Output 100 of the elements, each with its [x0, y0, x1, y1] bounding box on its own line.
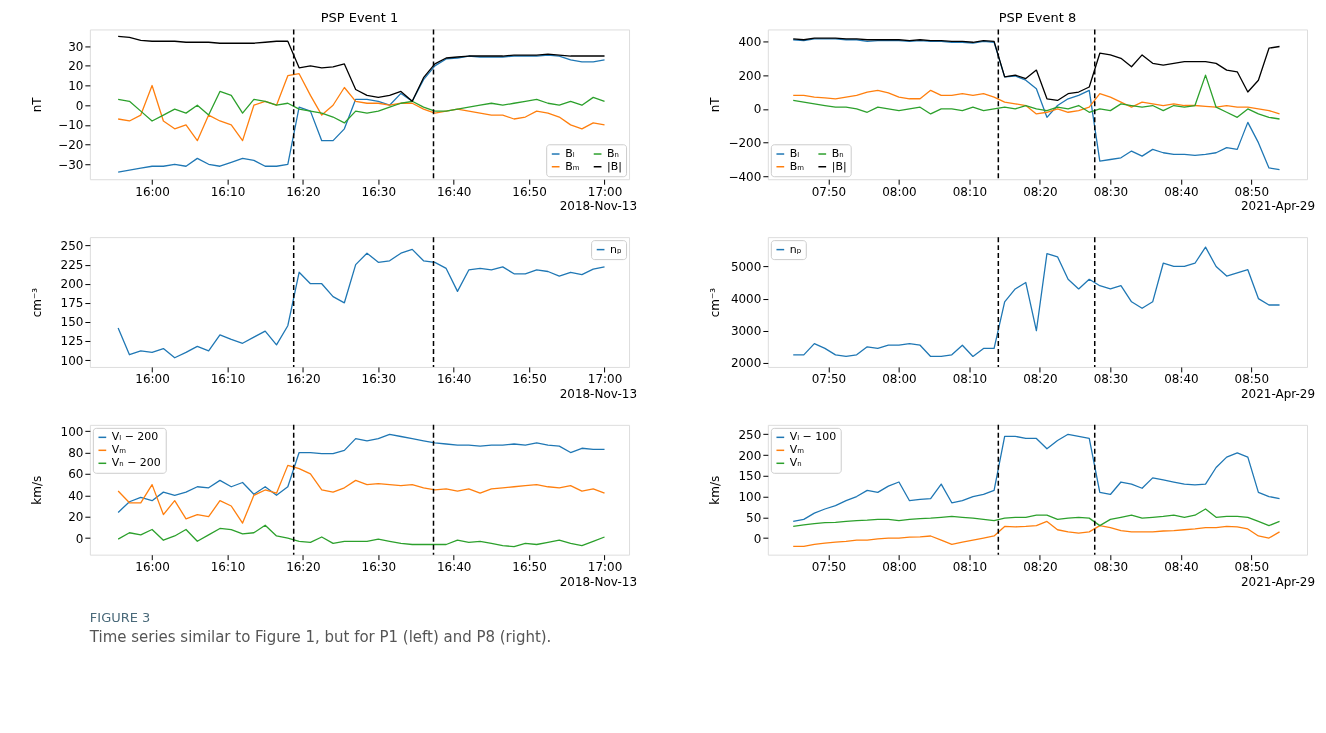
text: 2021-Apr-29 [1241, 386, 1316, 401]
y-tick-label: 175 [60, 296, 84, 311]
y-tick-label: 40 [68, 488, 84, 503]
line-series [117, 73, 606, 142]
y-tick-label: 250 [738, 427, 762, 442]
y-tick-label: 30 [68, 39, 84, 54]
y-tick-label: 150 [60, 315, 84, 330]
y-tick-label: 0 [75, 98, 84, 113]
x-tick-label: 16:50 [512, 560, 547, 575]
x-tick-label: 16:10 [210, 372, 246, 387]
x-tick-label: 08:30 [1093, 372, 1129, 387]
x-tick-label: 08:40 [1164, 560, 1199, 575]
x-tick-label: 08:10 [952, 560, 988, 575]
y-tick-label: 20 [68, 59, 84, 74]
x-tick-label: 08:40 [1164, 372, 1199, 387]
line-series [792, 246, 1281, 358]
x-tick-label: 08:00 [882, 560, 917, 575]
x-tick-label: 08:10 [952, 184, 988, 199]
x-tick-label: 08:50 [1234, 372, 1270, 387]
legend-label: Vₙ [789, 456, 802, 470]
chart-title: PSP Event 8 [998, 9, 1077, 25]
text: 2018-Nov-13 [559, 199, 638, 214]
line-series [792, 508, 1281, 528]
x-tick-label: 16:10 [210, 560, 246, 575]
x-tick-label: 08:00 [882, 372, 917, 387]
legend-label: Vₙ − 200 [111, 456, 161, 470]
x-tick-label: 08:50 [1234, 184, 1270, 199]
x-tick-label: 16:40 [436, 560, 472, 575]
x-tick-label: 16:00 [135, 184, 170, 199]
legend-label: Vₗ − 200 [111, 430, 159, 444]
x-tick-label: 08:20 [1023, 560, 1058, 575]
x-tick-label: 08:00 [882, 184, 917, 199]
x-tick-label: 16:50 [512, 184, 547, 199]
line-series [117, 524, 606, 548]
y-tick-label: −400 [728, 169, 762, 184]
legend-label: Vₘ [111, 443, 127, 457]
text: nₚ [789, 242, 802, 256]
y-tick-label: 0 [753, 102, 762, 117]
x-tick-label: 16:20 [286, 560, 321, 575]
x-tick-label: 16:50 [512, 372, 547, 387]
legend-label: nₚ [610, 242, 622, 256]
y-tick-label: 5000 [730, 259, 762, 274]
y-tick-label: 4000 [730, 292, 762, 307]
text: 2021-Apr-29 [1241, 574, 1316, 589]
x-tick-label: 16:40 [436, 184, 472, 199]
legend-label: |B| [607, 159, 623, 173]
text: FIGURE 3 [89, 609, 151, 625]
y-tick-label: 150 [738, 469, 762, 484]
x-tick-label: 17:00 [587, 372, 623, 387]
y-axis-title: cm⁻³ [708, 287, 723, 318]
x-tick-label: 07:50 [811, 372, 847, 387]
y-tick-label: −10 [58, 118, 84, 133]
text: Time series similar to Figure 1, but for P1 (left) and P8 (right). [88, 627, 552, 646]
x-tick-label: 08:20 [1023, 184, 1058, 199]
x-tick-label: 17:00 [587, 184, 623, 199]
line-series [792, 74, 1281, 120]
x-tick-label: 07:50 [811, 184, 847, 199]
x-tick-label: 16:20 [286, 184, 321, 199]
y-axis-title: cm⁻³ [30, 287, 45, 318]
x-tick-label: 16:40 [436, 372, 472, 387]
y-tick-label: 200 [60, 277, 84, 292]
x-tick-label: 08:30 [1093, 184, 1129, 199]
y-tick-label: 60 [68, 467, 84, 482]
x-tick-label: 08:20 [1023, 372, 1058, 387]
line-series [792, 433, 1281, 523]
y-tick-label: 3000 [730, 324, 762, 339]
text: 2018-Nov-13 [559, 386, 638, 401]
y-axis-title: nT [708, 96, 723, 113]
y-axis-title: nT [30, 96, 45, 113]
y-tick-label: 50 [746, 510, 762, 525]
y-tick-label: 2000 [730, 356, 762, 371]
legend-label: Bₗ [789, 147, 800, 161]
y-tick-label: 225 [60, 258, 84, 273]
x-tick-label: 16:30 [361, 560, 397, 575]
line-series [117, 54, 606, 173]
y-tick-label: 0 [75, 531, 84, 546]
y-axis-title: km/s [708, 475, 723, 505]
y-tick-label: 200 [738, 448, 762, 463]
legend-label: Bₙ [607, 147, 619, 161]
legend-label: Vₘ [789, 443, 805, 457]
x-tick-label: 16:10 [210, 184, 246, 199]
x-tick-label: 07:50 [811, 560, 847, 575]
y-tick-label: 100 [738, 490, 762, 505]
y-tick-label: 80 [68, 446, 84, 461]
x-tick-label: 16:20 [286, 372, 321, 387]
y-tick-label: 125 [60, 334, 84, 349]
y-tick-label: 100 [60, 353, 84, 368]
text: 2018-Nov-13 [559, 574, 638, 589]
line-series [792, 38, 1281, 171]
y-tick-label: 100 [60, 424, 84, 439]
x-tick-label: 16:00 [135, 560, 170, 575]
y-tick-label: −200 [728, 136, 762, 151]
x-tick-label: 08:50 [1234, 560, 1270, 575]
text: 2021-Apr-29 [1241, 199, 1316, 214]
x-tick-label: 08:30 [1093, 560, 1129, 575]
line-series [117, 90, 606, 124]
y-axis-title: km/s [30, 475, 45, 505]
line-series [792, 520, 1281, 548]
legend-label: |B| [831, 159, 847, 173]
y-tick-label: 250 [60, 239, 84, 254]
